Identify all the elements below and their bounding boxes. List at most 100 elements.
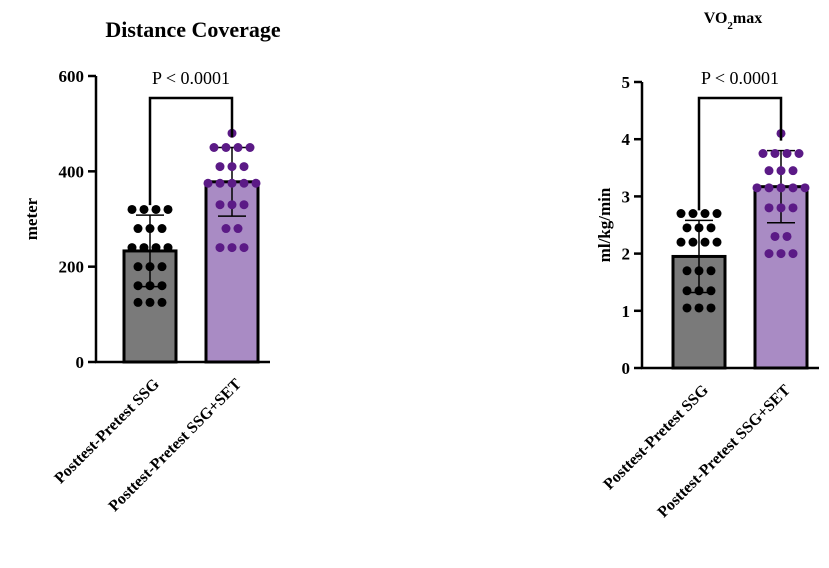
data-point-1 [694,266,704,276]
data-point-1 [157,262,167,272]
data-point-1 [151,243,161,253]
data-point-1 [127,204,137,214]
data-point-2 [251,178,261,188]
data-point-2 [221,224,231,234]
data-point-2 [764,249,774,259]
data-point-1 [157,297,167,307]
data-point-2 [221,143,231,152]
data-point-2 [215,200,225,210]
data-point-1 [676,237,686,247]
data-point-2 [782,149,792,158]
data-point-1 [133,297,143,307]
significance-bracket [148,96,234,206]
data-point-2 [227,243,237,253]
data-point-2 [770,149,780,158]
significance-label: P < 0.0001 [152,68,230,88]
data-point-1 [706,223,716,233]
data-point-1 [712,237,722,247]
data-point-1 [133,224,143,234]
data-point-2 [227,162,237,172]
data-point-1 [700,209,710,219]
data-point-2 [788,249,798,259]
data-point-2 [770,231,780,241]
chart-panel-1: Distance Coverage 0 200 400 600 meter Posttest… [22,17,281,515]
chart-title: Distance Coverage [105,17,281,42]
data-point-1 [145,297,155,307]
data-point-1 [127,243,137,253]
data-point-1 [706,286,716,296]
data-point-1 [163,204,173,214]
data-point-2 [233,143,243,152]
data-point-2 [776,166,786,176]
data-point-2 [227,178,237,188]
data-point-1 [145,281,155,291]
chart-panel-2: VO2max 0 1 2 3 4 5 ml/kg/min Posttest-Pretest SS… [595,10,819,521]
data-point-1 [706,266,716,276]
data-point-2 [239,162,249,172]
data-point-2 [776,249,786,259]
data-point-1 [133,262,143,272]
data-point-1 [676,209,686,219]
data-point-1 [133,281,143,291]
data-point-2 [764,183,774,193]
significance-bracket [697,96,783,211]
data-point-1 [682,266,692,276]
data-point-1 [688,237,698,247]
y-axis-label: meter [22,197,41,240]
data-point-2 [764,166,774,176]
data-point-2 [227,200,237,210]
data-point-2 [203,178,213,188]
data-point-2 [239,243,249,253]
data-point-1 [145,262,155,272]
significance-label: P < 0.0001 [701,68,779,88]
data-point-2 [245,143,255,152]
data-point-2 [794,149,804,158]
data-point-2 [788,203,798,213]
data-point-1 [157,224,167,234]
category-label-2: Posttest-Pretest SSG+SET [655,382,794,521]
data-point-2 [776,203,786,213]
y-tick-label: 4 [622,130,631,149]
y-tick-label: 200 [59,258,85,277]
y-tick-label: 5 [622,73,631,92]
data-point-1 [688,209,698,219]
data-point-2 [215,178,225,188]
y-tick-label: 0 [76,353,85,372]
data-point-2 [215,162,225,172]
data-point-2 [800,183,810,193]
data-point-2 [758,149,768,158]
chart-title: VO2max [704,10,763,32]
y-tick-label: 1 [622,302,631,321]
data-point-1 [682,303,692,313]
data-point-1 [163,243,173,253]
data-point-2 [782,231,792,241]
data-point-1 [706,303,716,313]
data-point-2 [233,224,243,234]
data-point-1 [682,286,692,296]
data-point-2 [788,166,798,176]
data-point-1 [694,303,704,313]
data-point-1 [139,204,149,214]
data-point-2 [215,243,225,253]
data-point-2 [752,183,762,193]
y-axis-label: ml/kg/min [595,187,614,262]
data-point-1 [682,223,692,233]
data-point-2 [209,143,219,152]
data-point-2 [788,183,798,193]
data-point-1 [151,204,161,214]
data-point-1 [700,237,710,247]
data-point-2 [764,203,774,213]
data-point-1 [139,243,149,253]
data-point-1 [694,286,704,296]
data-point-2 [239,178,249,188]
data-point-2 [776,183,786,193]
y-tick-label: 3 [622,187,631,206]
data-point-1 [145,224,155,234]
y-tick-label: 2 [622,245,631,264]
data-point-2 [239,200,249,210]
data-point-1 [712,209,722,219]
y-tick-label: 0 [622,359,631,378]
data-point-1 [157,281,167,291]
data-point-1 [694,223,704,233]
